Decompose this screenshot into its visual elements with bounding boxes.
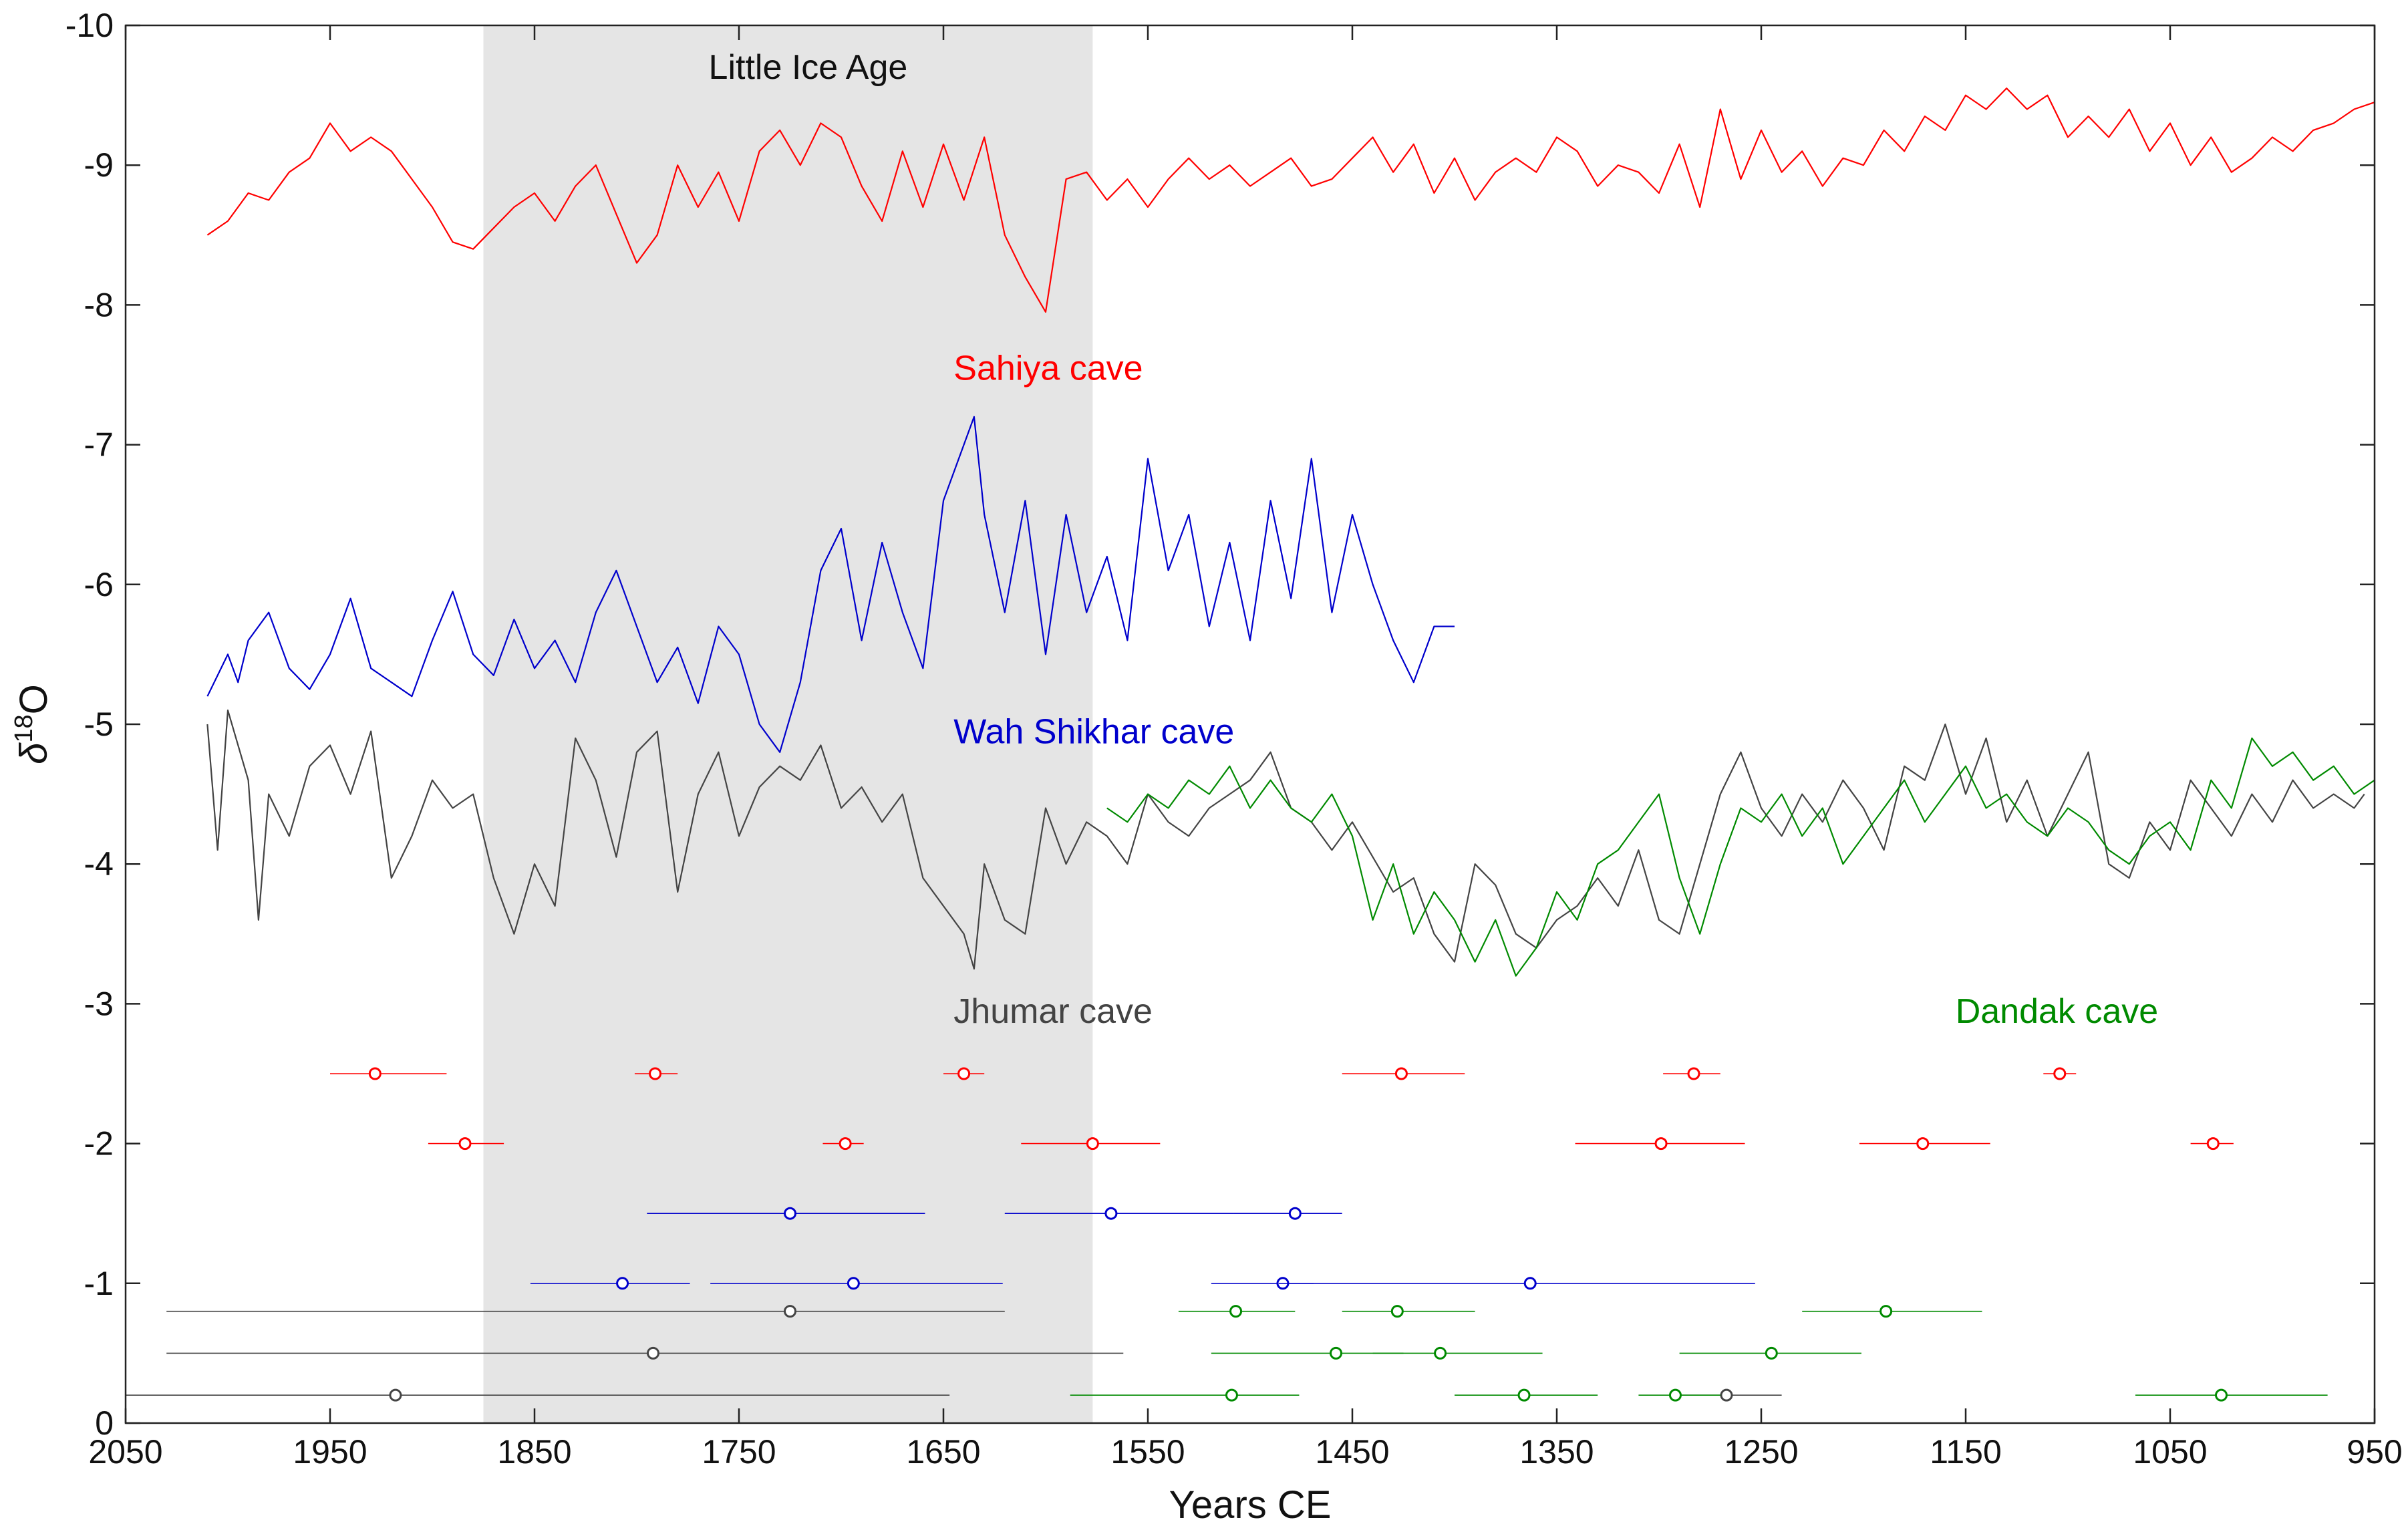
age-marker (646, 1346, 659, 1360)
age-marker (2206, 1137, 2220, 1151)
y-axis-label: δ18O (10, 684, 55, 764)
age-marker (1104, 1207, 1118, 1220)
x-tick-label: 950 (2347, 1433, 2402, 1471)
y-tick-label: -5 (84, 706, 114, 743)
y-tick-label: -7 (84, 426, 114, 464)
age-marker (1879, 1305, 1893, 1318)
x-tick-label: 1750 (702, 1433, 776, 1471)
age-marker (847, 1277, 860, 1290)
y-tick-labels: 0 -1 -2 -3 -4 -5 -6 -7 -8 -9 -10 (65, 7, 114, 1442)
x-tick-label: 1550 (1110, 1433, 1185, 1471)
x-tick-label: 1250 (1724, 1433, 1798, 1471)
age-marker (1390, 1305, 1404, 1318)
series-line-wah-shikhar-cave (206, 416, 1455, 753)
age-marker (1916, 1137, 1930, 1151)
age-marker (1086, 1137, 1099, 1151)
y-tick-label: -10 (65, 7, 114, 44)
age-marker (1517, 1388, 1531, 1402)
age-marker (1523, 1277, 1537, 1290)
age-marker (1288, 1207, 1302, 1220)
age-marker (784, 1207, 796, 1220)
x-tick-label: 1650 (906, 1433, 980, 1471)
age-marker (2215, 1388, 2228, 1402)
age-markers (126, 1067, 2328, 1402)
x-tick-label: 1150 (1930, 1433, 2002, 1471)
age-marker (1720, 1388, 1733, 1402)
x-tick-label: 1350 (1519, 1433, 1594, 1471)
series-line-dandak-cave (1106, 737, 2375, 977)
little-ice-age-label: Little Ice Age (709, 48, 908, 87)
x-tick-labels: 2050 1950 1850 1750 1650 1550 1450 1350 1250 1150… (88, 1433, 2402, 1471)
age-marker (368, 1067, 382, 1080)
series-line-sahiya-cave (206, 88, 2375, 313)
y-tick-label: -6 (84, 566, 114, 603)
age-marker (2053, 1067, 2067, 1080)
x-tick-label: 1050 (2133, 1433, 2207, 1471)
age-marker (784, 1305, 796, 1318)
y-tick-label: -3 (84, 985, 114, 1022)
age-marker (458, 1137, 472, 1151)
x-tick-label: 1950 (293, 1433, 367, 1471)
age-marker (1229, 1305, 1243, 1318)
y-tick-label: -8 (84, 286, 114, 323)
x-tick-label: 1850 (497, 1433, 571, 1471)
age-marker (839, 1137, 852, 1151)
plot-frame (124, 24, 2376, 1424)
tick-marks (124, 24, 2376, 1424)
age-marker (1765, 1346, 1778, 1360)
y-tick-label: 0 (95, 1404, 114, 1442)
x-axis-label: Years CE (1169, 1483, 1332, 1527)
age-marker (1330, 1346, 1343, 1360)
y-tick-label: -9 (84, 146, 114, 184)
series-label-wah-shikhar: Wah Shikhar cave (953, 712, 1234, 751)
x-tick-label: 1450 (1315, 1433, 1389, 1471)
age-marker (389, 1388, 402, 1402)
y-tick-label: -2 (84, 1125, 114, 1163)
age-marker (957, 1067, 971, 1080)
age-marker (1394, 1067, 1408, 1080)
series-line-jhumar-cave (206, 710, 2365, 970)
series-lines (206, 88, 2375, 977)
age-marker (616, 1277, 629, 1290)
age-marker (1668, 1388, 1682, 1402)
y-axis-label-tail: O (12, 684, 55, 714)
age-marker (649, 1067, 662, 1080)
age-marker (1654, 1137, 1668, 1151)
y-axis-label-delta: δ (12, 742, 55, 764)
y-tick-label: -1 (84, 1265, 114, 1302)
series-label-jhumar: Jhumar cave (953, 992, 1153, 1031)
age-marker (1225, 1388, 1238, 1402)
series-label-sahiya: Sahiya cave (953, 349, 1143, 388)
y-tick-label: -4 (84, 845, 114, 883)
age-marker (1687, 1067, 1700, 1080)
series-label-dandak: Dandak cave (1956, 992, 2159, 1031)
x-tick-label: 2050 (88, 1433, 162, 1471)
y-axis-label-superscript: 18 (10, 714, 38, 742)
age-marker (1434, 1346, 1447, 1360)
